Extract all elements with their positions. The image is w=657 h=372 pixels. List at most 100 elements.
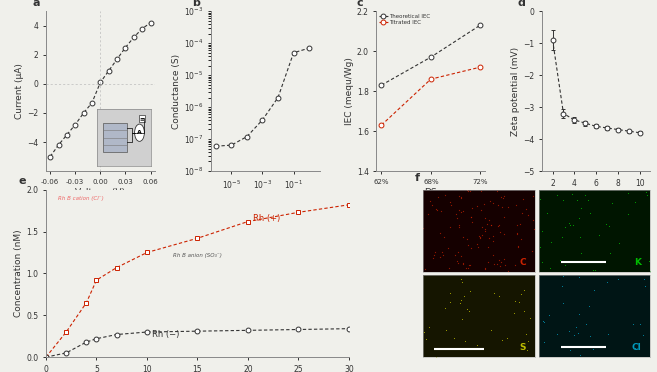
Point	[606, 201, 617, 206]
Point	[463, 308, 474, 314]
Point	[489, 261, 499, 267]
Point	[604, 250, 615, 256]
Titrated IEC	[427, 77, 435, 81]
Point	[516, 236, 526, 242]
Text: e: e	[18, 176, 26, 186]
Point	[641, 189, 652, 195]
Point	[421, 336, 432, 342]
Point	[424, 324, 434, 330]
Point	[581, 321, 591, 327]
Theoretical IEC	[378, 83, 386, 87]
Point	[513, 243, 524, 249]
Text: c: c	[357, 0, 363, 8]
Point	[538, 320, 549, 326]
Point	[499, 214, 509, 220]
Text: K: K	[635, 258, 641, 267]
Point	[518, 196, 528, 202]
Y-axis label: Zeta potential (mV): Zeta potential (mV)	[511, 46, 520, 136]
Point	[480, 265, 490, 271]
Point	[479, 201, 489, 207]
Point	[500, 262, 510, 268]
Point	[495, 229, 505, 235]
Point	[484, 217, 495, 222]
Point	[583, 197, 594, 203]
X-axis label: DS: DS	[424, 187, 437, 196]
Point	[462, 237, 472, 243]
Point	[565, 222, 576, 228]
Point	[574, 311, 585, 317]
Point	[593, 232, 604, 238]
Point	[480, 226, 490, 232]
Point	[432, 207, 442, 213]
Point	[465, 214, 476, 220]
Point	[583, 303, 594, 309]
Point	[463, 265, 473, 271]
Point	[639, 283, 650, 289]
Point	[574, 234, 585, 240]
Point	[502, 335, 512, 341]
Point	[585, 211, 596, 217]
Point	[588, 267, 599, 273]
Point	[466, 219, 477, 225]
Point	[552, 331, 562, 337]
Point	[423, 211, 434, 217]
Point	[472, 241, 482, 247]
Point	[454, 193, 464, 199]
Point	[435, 230, 445, 236]
Point	[459, 293, 470, 299]
Point	[498, 195, 509, 201]
Text: Rh B anion (SO₃⁻): Rh B anion (SO₃⁻)	[173, 253, 222, 258]
Point	[602, 331, 613, 337]
Point	[638, 333, 648, 339]
Point	[494, 257, 505, 263]
Point	[464, 262, 474, 268]
Point	[513, 299, 524, 305]
Point	[545, 239, 556, 245]
Point	[456, 209, 466, 215]
Point	[503, 268, 514, 274]
Point	[572, 197, 582, 203]
Point	[494, 222, 505, 228]
Point	[499, 193, 509, 199]
Y-axis label: Concentration (nM): Concentration (nM)	[14, 230, 24, 317]
Point	[589, 287, 599, 293]
Point	[484, 235, 495, 241]
Point	[491, 261, 502, 267]
Point	[436, 208, 446, 214]
Point	[499, 256, 510, 262]
Point	[443, 265, 454, 271]
Point	[452, 215, 463, 221]
Point	[543, 312, 554, 318]
Point	[575, 352, 585, 358]
Point	[576, 205, 586, 211]
Point	[518, 308, 529, 314]
Point	[483, 259, 493, 265]
Point	[565, 347, 576, 353]
Text: f: f	[415, 173, 419, 183]
Point	[558, 197, 568, 203]
Point	[464, 262, 475, 268]
Point	[514, 221, 525, 227]
Point	[435, 254, 445, 260]
Point	[645, 268, 655, 274]
Point	[630, 199, 641, 205]
Point	[557, 273, 568, 279]
Point	[529, 226, 539, 232]
Titrated IEC	[378, 123, 386, 127]
Point	[454, 207, 464, 213]
Point	[446, 202, 457, 208]
Point	[614, 240, 624, 246]
Point	[450, 252, 461, 258]
Point	[457, 261, 468, 267]
Point	[495, 259, 506, 265]
Point	[555, 257, 566, 263]
Point	[528, 193, 538, 199]
Point	[477, 224, 487, 230]
Point	[489, 290, 499, 296]
Point	[428, 252, 439, 258]
Point	[569, 332, 579, 338]
Point	[552, 192, 562, 198]
Text: d: d	[518, 0, 526, 8]
Point	[437, 249, 447, 255]
Point	[522, 338, 533, 344]
